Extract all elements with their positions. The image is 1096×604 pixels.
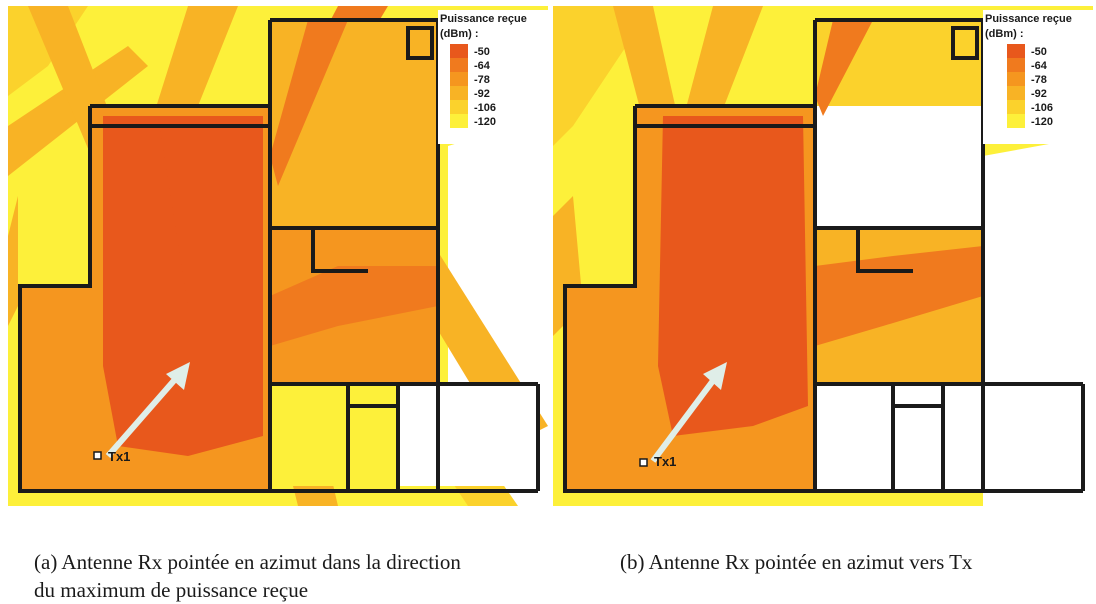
caption-a-line2: du maximum de puissance reçue <box>34 578 309 602</box>
legend-swatch <box>450 72 468 86</box>
coverage-map-a-svg: Tx1 Puissance reçue (dBm) : -50 -64 -78 -92… <box>8 6 548 506</box>
building-walls <box>563 18 1085 493</box>
ray-beam <box>815 20 873 116</box>
coverage-map-b: Tx1 Puissance reçue (dBm) : -50 -64 -78 -92… <box>553 6 1093 506</box>
rx-direction-arrow <box>650 362 727 463</box>
legend-label: -50 <box>1031 46 1047 58</box>
legend: Puissance reçue (dBm) : -50 -64 -78 -92 -106… <box>983 10 1093 144</box>
max-power-zone <box>658 116 808 436</box>
legend-box <box>983 10 1093 144</box>
legend-label: -106 <box>474 102 496 114</box>
no-coverage-zone <box>398 386 538 486</box>
legend-label: -106 <box>1031 102 1053 114</box>
legend-label: -64 <box>474 60 491 72</box>
no-coverage-zone <box>815 106 983 228</box>
ray-beam <box>270 20 348 186</box>
caption-a-line1: (a) Antenne Rx pointée en azimut dans la… <box>34 550 461 574</box>
legend-label: -120 <box>1031 116 1053 128</box>
legend: Puissance reçue (dBm) : -50 -64 -78 -92 -106… <box>438 10 548 144</box>
caption-b-line1: (b) Antenne Rx pointée en azimut vers Tx <box>620 550 973 574</box>
legend-label: -92 <box>474 88 490 100</box>
legend-swatch <box>1007 44 1025 58</box>
ray-beam <box>8 196 18 326</box>
ray-beam <box>270 266 438 346</box>
legend-label: -50 <box>474 46 490 58</box>
legend-label: -120 <box>474 116 496 128</box>
legend-swatch <box>1007 100 1025 114</box>
building-walls <box>18 18 540 493</box>
transmitter-marker <box>639 458 648 467</box>
transmitter-label: Tx1 <box>654 454 676 469</box>
coverage-map-b-svg: Tx1 Puissance reçue (dBm) : -50 -64 -78 -92… <box>553 6 1093 506</box>
caption-b: (b) Antenne Rx pointée en azimut vers Tx <box>620 548 972 576</box>
max-power-zone <box>158 116 263 306</box>
legend-swatch <box>450 86 468 100</box>
legend-label: -64 <box>1031 60 1048 72</box>
legend-label: -78 <box>474 74 490 86</box>
legend-unit: (dBm) : <box>440 28 479 40</box>
coverage-map-a: Tx1 Puissance reçue (dBm) : -50 -64 -78 -92… <box>8 6 548 506</box>
rx-direction-arrow <box>105 362 190 458</box>
caption-a: (a) Antenne Rx pointée en azimut dans la… <box>34 548 461 604</box>
transmitter-label: Tx1 <box>108 449 130 464</box>
legend-swatch <box>450 44 468 58</box>
legend-swatch <box>1007 86 1025 100</box>
transmitter-marker <box>93 451 102 460</box>
legend-swatch <box>1007 114 1025 128</box>
legend-title: Puissance reçue <box>985 13 1072 25</box>
legend-swatch <box>450 100 468 114</box>
legend-label: -78 <box>1031 74 1047 86</box>
legend-label: -92 <box>1031 88 1047 100</box>
legend-swatch <box>450 58 468 72</box>
legend-swatch <box>1007 72 1025 86</box>
no-coverage-zone <box>815 384 1085 491</box>
legend-swatch <box>450 114 468 128</box>
legend-unit: (dBm) : <box>985 28 1024 40</box>
legend-swatch <box>1007 58 1025 72</box>
legend-title: Puissance reçue <box>440 13 527 25</box>
